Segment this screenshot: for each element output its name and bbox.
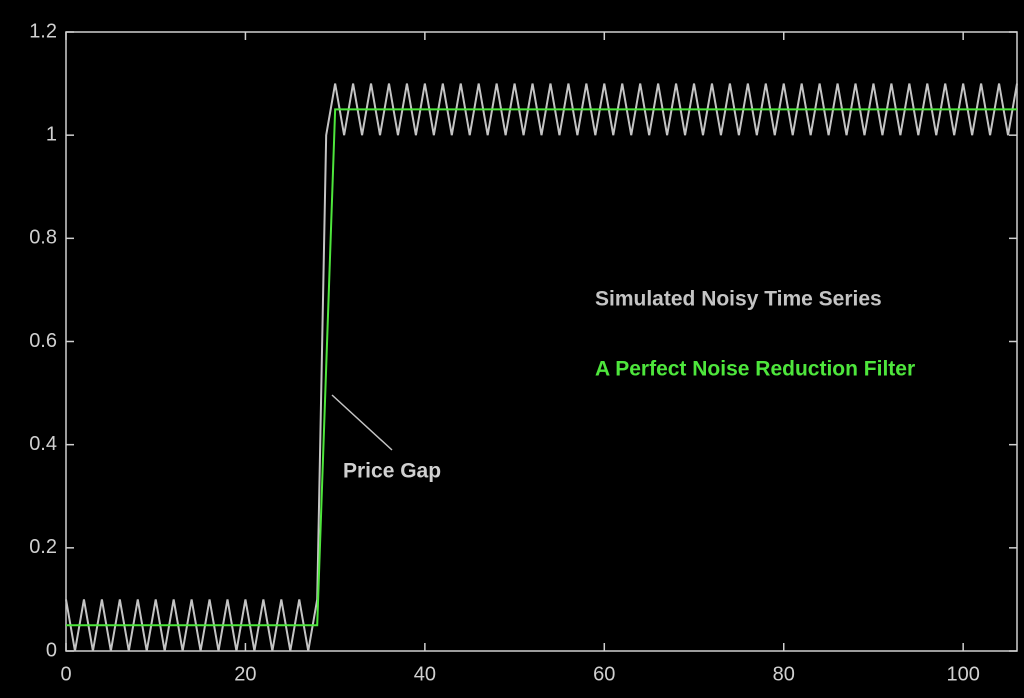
x-tick-label: 40: [414, 663, 436, 685]
legend-entry: Simulated Noisy Time Series: [595, 288, 882, 311]
annotation-pointer: [331, 394, 393, 451]
y-tick-label: 0.8: [29, 227, 57, 249]
annotation: Price Gap: [343, 460, 441, 483]
y-tick-label: 0.4: [29, 433, 57, 455]
x-tick-label: 20: [234, 663, 256, 685]
y-tick-label: 0.6: [29, 330, 57, 352]
x-tick-label: 100: [946, 663, 979, 685]
y-tick-label: 1.2: [29, 20, 57, 42]
y-tick-label: 0: [46, 639, 57, 661]
series-line: [66, 108, 1017, 627]
series-line: [65, 83, 1018, 652]
x-tick-label: 80: [773, 663, 795, 685]
y-tick-label: 1: [46, 123, 57, 145]
y-tick-label: 0.2: [29, 536, 57, 558]
x-tick-label: 60: [593, 663, 615, 685]
x-tick-label: 0: [60, 663, 71, 685]
legend-entry: A Perfect Noise Reduction Filter: [595, 358, 915, 381]
